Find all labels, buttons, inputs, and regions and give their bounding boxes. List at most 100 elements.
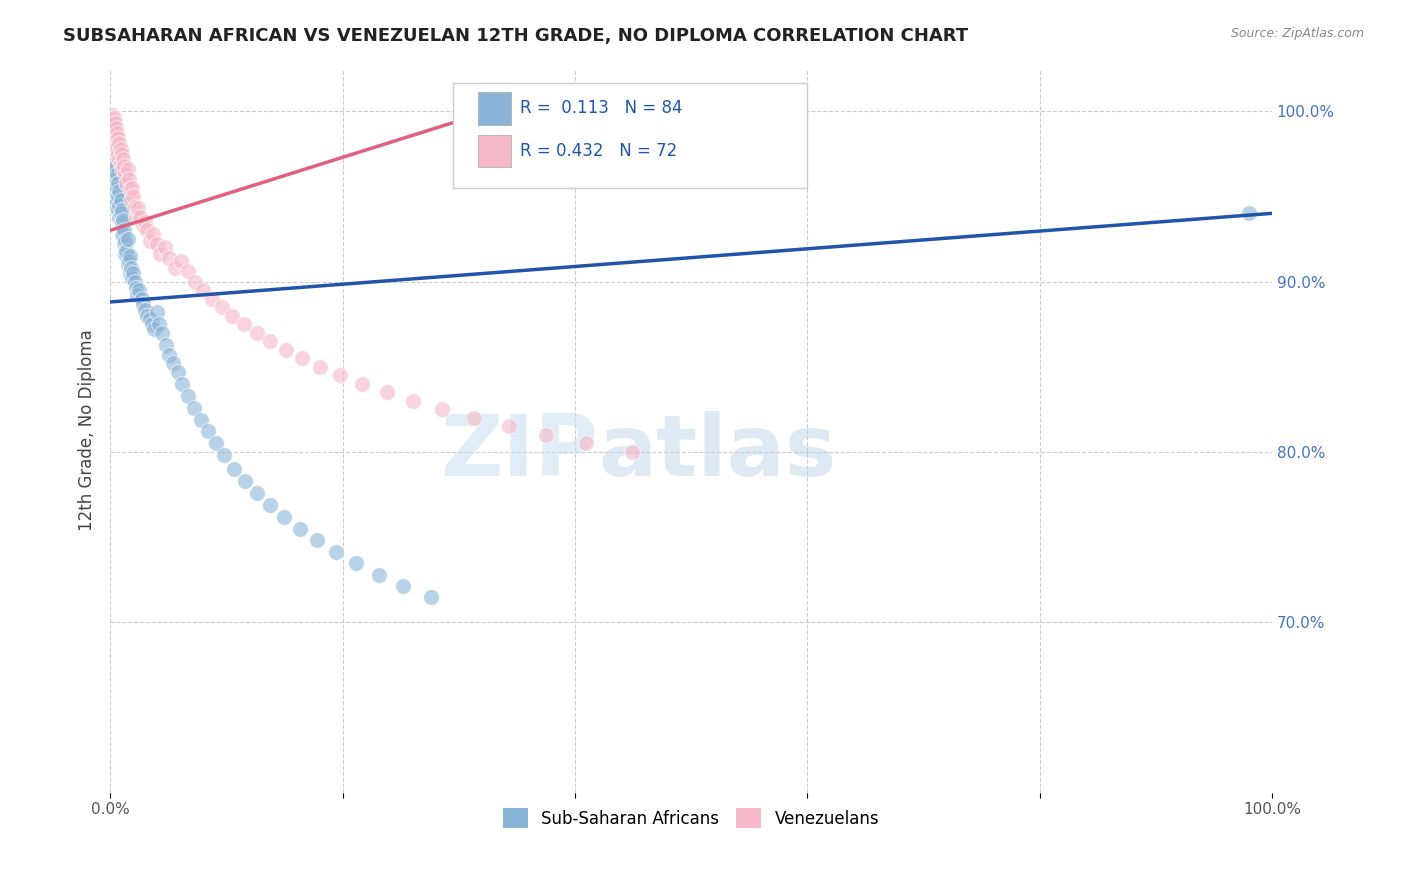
Point [232, 317, 254, 331]
Point [121, 271, 143, 285]
Point [115, 176, 138, 190]
Point [122, 266, 145, 280]
FancyBboxPatch shape [478, 135, 510, 167]
Point [129, 210, 152, 224]
Text: R =  0.113   N = 84: R = 0.113 N = 84 [520, 99, 683, 118]
Point [104, 189, 127, 203]
Point [419, 590, 441, 604]
Point [245, 326, 267, 340]
Point [105, 167, 128, 181]
Point [138, 312, 160, 326]
Point [325, 545, 347, 559]
FancyBboxPatch shape [478, 92, 510, 125]
Point [104, 121, 127, 136]
Point [221, 309, 243, 323]
Point [259, 334, 281, 348]
Point [620, 445, 643, 459]
Point [534, 427, 557, 442]
Point [118, 254, 141, 268]
Point [117, 257, 139, 271]
Point [205, 436, 228, 450]
Point [367, 567, 389, 582]
Point [1237, 206, 1260, 220]
Point [131, 292, 153, 306]
Point [103, 123, 125, 137]
Point [114, 234, 136, 248]
Point [162, 356, 184, 370]
Point [463, 410, 485, 425]
Point [134, 303, 156, 318]
Point [233, 474, 256, 488]
Point [104, 186, 127, 200]
Point [172, 376, 194, 391]
Point [111, 215, 134, 229]
Point [120, 193, 142, 207]
Point [111, 146, 134, 161]
Point [329, 368, 352, 383]
Point [111, 227, 134, 241]
Point [100, 163, 122, 178]
Point [183, 401, 205, 415]
Point [121, 181, 143, 195]
Point [103, 142, 125, 156]
Point [149, 247, 172, 261]
Point [184, 275, 207, 289]
Point [498, 419, 520, 434]
Point [141, 317, 163, 331]
Point [110, 193, 132, 207]
Point [211, 300, 233, 314]
Point [224, 462, 246, 476]
Point [104, 140, 127, 154]
Point [105, 150, 128, 164]
Point [148, 317, 170, 331]
Point [118, 182, 141, 196]
Text: R = 0.432   N = 72: R = 0.432 N = 72 [520, 142, 678, 160]
Point [273, 509, 295, 524]
Point [101, 146, 124, 161]
Point [157, 251, 180, 265]
Point [112, 223, 135, 237]
Point [201, 292, 224, 306]
Point [101, 172, 124, 186]
Point [166, 365, 188, 379]
Point [136, 223, 159, 237]
Point [136, 309, 159, 323]
Point [111, 152, 134, 166]
Point [352, 376, 374, 391]
Point [108, 136, 131, 151]
Point [104, 176, 127, 190]
Point [153, 240, 176, 254]
Point [259, 498, 281, 512]
Point [105, 181, 128, 195]
Point [104, 172, 127, 186]
Point [112, 159, 135, 173]
Point [105, 194, 128, 209]
Point [118, 249, 141, 263]
Point [107, 131, 129, 145]
Point [575, 436, 598, 450]
Point [177, 389, 200, 403]
Text: ZIP: ZIP [440, 411, 598, 494]
Point [138, 234, 160, 248]
Point [402, 393, 425, 408]
Point [100, 121, 122, 136]
Point [101, 161, 124, 175]
Point [103, 181, 125, 195]
Point [157, 348, 180, 362]
Point [107, 146, 129, 161]
Point [305, 533, 328, 548]
Point [131, 296, 153, 310]
Point [105, 126, 128, 140]
Point [291, 351, 314, 366]
Point [103, 135, 125, 149]
Point [375, 385, 398, 400]
Point [124, 200, 146, 214]
Point [104, 200, 127, 214]
Text: atlas: atlas [598, 411, 837, 494]
Point [122, 189, 145, 203]
Point [346, 556, 368, 570]
Point [100, 155, 122, 169]
Point [125, 281, 148, 295]
Point [165, 260, 187, 275]
Point [104, 128, 127, 142]
